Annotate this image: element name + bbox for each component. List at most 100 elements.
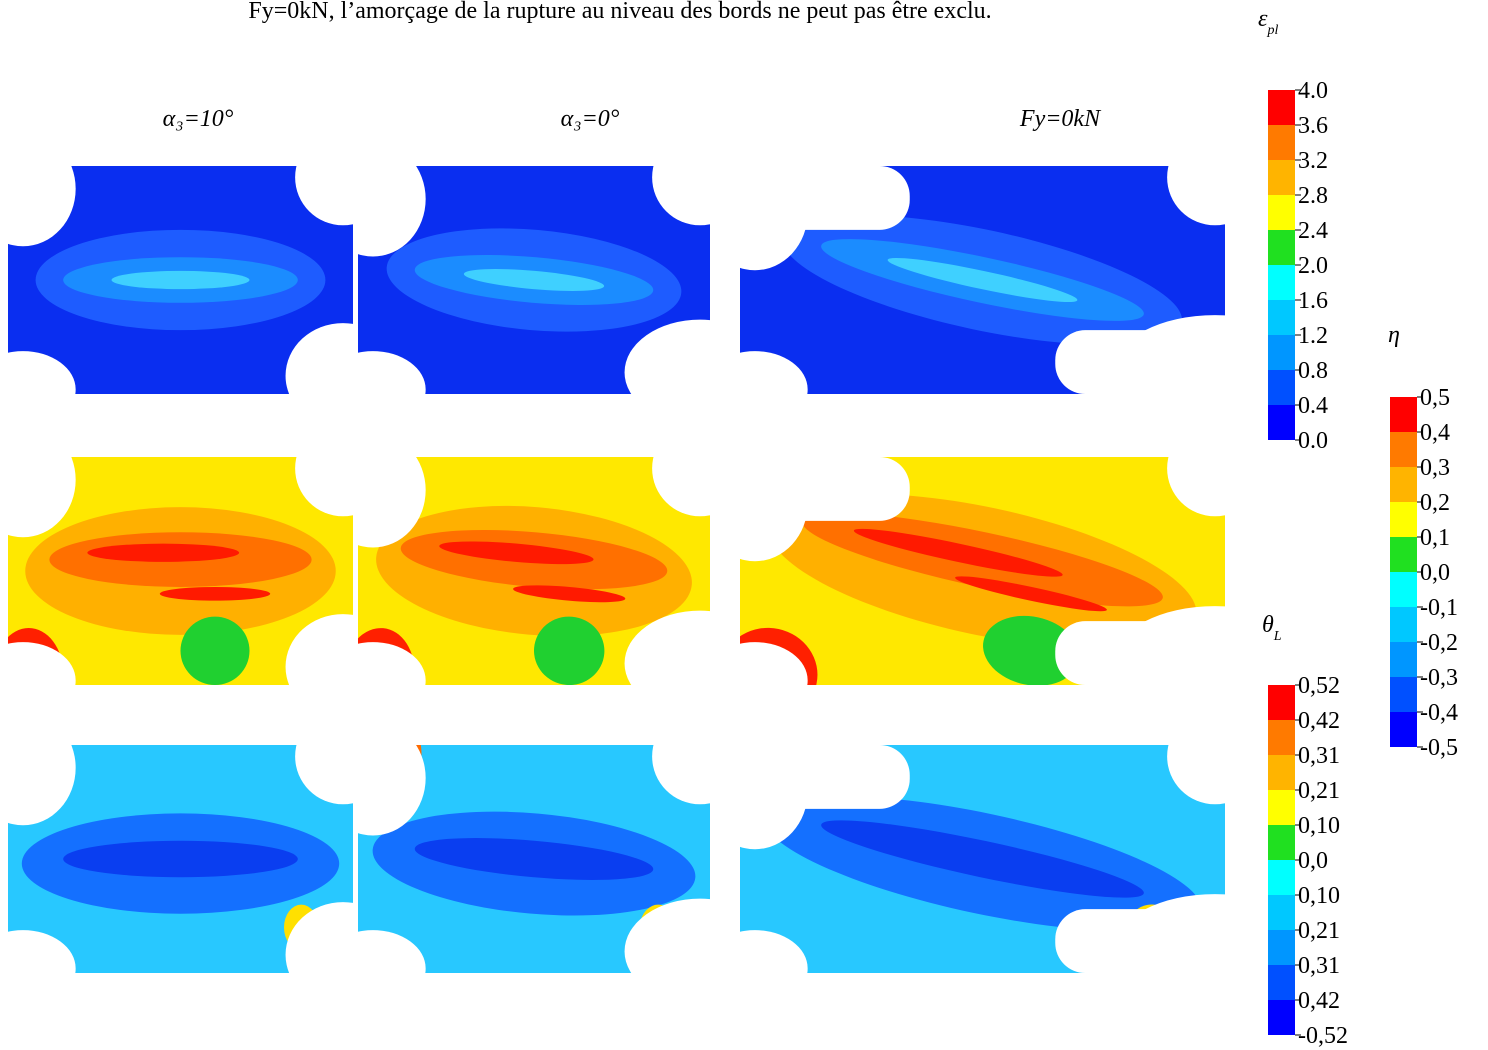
notch xyxy=(358,930,426,973)
contour-region xyxy=(513,585,626,603)
notch xyxy=(1055,621,1225,685)
legend-band xyxy=(1268,755,1295,790)
notch xyxy=(358,166,426,257)
legend-band xyxy=(1268,965,1295,1000)
legend-band xyxy=(1268,335,1295,370)
notch xyxy=(8,457,76,538)
legend-label: 0,0 xyxy=(1298,848,1328,874)
legend-label: 2.8 xyxy=(1298,183,1328,209)
notch xyxy=(740,642,808,685)
notch xyxy=(8,930,76,973)
contour-region xyxy=(955,576,1107,612)
contour-panel xyxy=(358,457,710,685)
legend-label: -0,4 xyxy=(1420,700,1458,726)
notch xyxy=(1055,909,1225,973)
contour-region xyxy=(159,586,271,601)
legend-band xyxy=(1390,572,1417,607)
contour-region xyxy=(439,541,594,565)
legend-band xyxy=(1268,860,1295,895)
symbol: ε xyxy=(1258,6,1268,32)
legend-label: 0,42 xyxy=(1298,708,1340,734)
legend-band xyxy=(1390,502,1417,537)
legend-label: 0,31 xyxy=(1298,743,1340,769)
contour-region xyxy=(111,270,250,290)
legend-label: -0,1 xyxy=(1420,595,1458,621)
notch xyxy=(624,319,710,394)
legend-band xyxy=(1268,405,1295,440)
legend-label: 0,21 xyxy=(1298,778,1340,804)
notch xyxy=(652,745,710,805)
legend-label: 0.0 xyxy=(1298,428,1328,454)
notch xyxy=(740,351,808,394)
legend-label: 0,21 xyxy=(1298,918,1340,944)
contour-panel xyxy=(358,166,710,394)
legend-label: 0,5 xyxy=(1420,385,1450,411)
notch xyxy=(8,745,76,826)
legend-symbol: εpl xyxy=(1258,6,1278,38)
notch xyxy=(1167,457,1225,517)
legend-label: 3.6 xyxy=(1298,113,1328,139)
legend-band xyxy=(1390,537,1417,572)
legend-label: 0,1 xyxy=(1420,525,1450,551)
notch xyxy=(8,166,76,247)
contour-panel xyxy=(8,166,353,394)
legend-label: 0,0 xyxy=(1420,560,1450,586)
legend-band xyxy=(1268,930,1295,965)
contour-region xyxy=(414,838,654,880)
legend-band xyxy=(1390,642,1417,677)
legend-label: -0,2 xyxy=(1420,630,1458,656)
notch xyxy=(652,457,710,517)
legend-symbol: θL xyxy=(1262,612,1282,644)
notch xyxy=(1055,330,1225,394)
notch xyxy=(358,457,426,548)
legend-band xyxy=(1268,125,1295,160)
notch xyxy=(652,166,710,226)
legend-label: 0.8 xyxy=(1298,358,1328,384)
legend-band xyxy=(1268,300,1295,335)
notch xyxy=(1167,745,1225,805)
legend-band xyxy=(1390,397,1417,432)
column-label: Fy=0kN xyxy=(1019,106,1102,132)
header-text: Fy=0kN, l’amorçage de la rupture au nive… xyxy=(248,0,991,24)
legend-band xyxy=(1390,712,1417,747)
contour-panel xyxy=(740,457,1225,685)
legend-label: 2.4 xyxy=(1298,218,1328,244)
notch xyxy=(295,457,353,517)
notch xyxy=(358,745,426,836)
legend-band xyxy=(1268,265,1295,300)
notch xyxy=(285,323,353,394)
legend-label: 1.6 xyxy=(1298,288,1328,314)
legend-label: 1.2 xyxy=(1298,323,1328,349)
notch xyxy=(624,898,710,973)
contour-region xyxy=(87,543,240,562)
legend-band xyxy=(1268,790,1295,825)
notch xyxy=(8,351,76,394)
legend-label: -0,3 xyxy=(1420,665,1458,691)
contour-panel xyxy=(8,457,353,685)
notch xyxy=(295,745,353,805)
legend-label: 0,52 xyxy=(1298,673,1340,699)
notch xyxy=(285,614,353,685)
contour-panel xyxy=(8,745,353,973)
legend-band xyxy=(1390,467,1417,502)
column-label: α₃=10° xyxy=(163,106,234,132)
legend-label: -0,52 xyxy=(1298,1023,1348,1049)
legend-band xyxy=(1268,720,1295,755)
notch xyxy=(1167,166,1225,226)
contour-region xyxy=(180,616,250,685)
legend-band xyxy=(1268,370,1295,405)
legend-band xyxy=(1268,195,1295,230)
notch xyxy=(740,930,808,973)
legend-band xyxy=(1390,677,1417,712)
legend-label: 0,2 xyxy=(1420,490,1450,516)
legend-band xyxy=(1390,607,1417,642)
legend-label: 2.0 xyxy=(1298,253,1328,279)
legend-label: 0.4 xyxy=(1298,393,1328,419)
notch xyxy=(624,610,710,685)
contour-region xyxy=(821,820,1144,898)
notch xyxy=(358,642,426,685)
legend-band xyxy=(1268,825,1295,860)
notch xyxy=(740,745,910,809)
